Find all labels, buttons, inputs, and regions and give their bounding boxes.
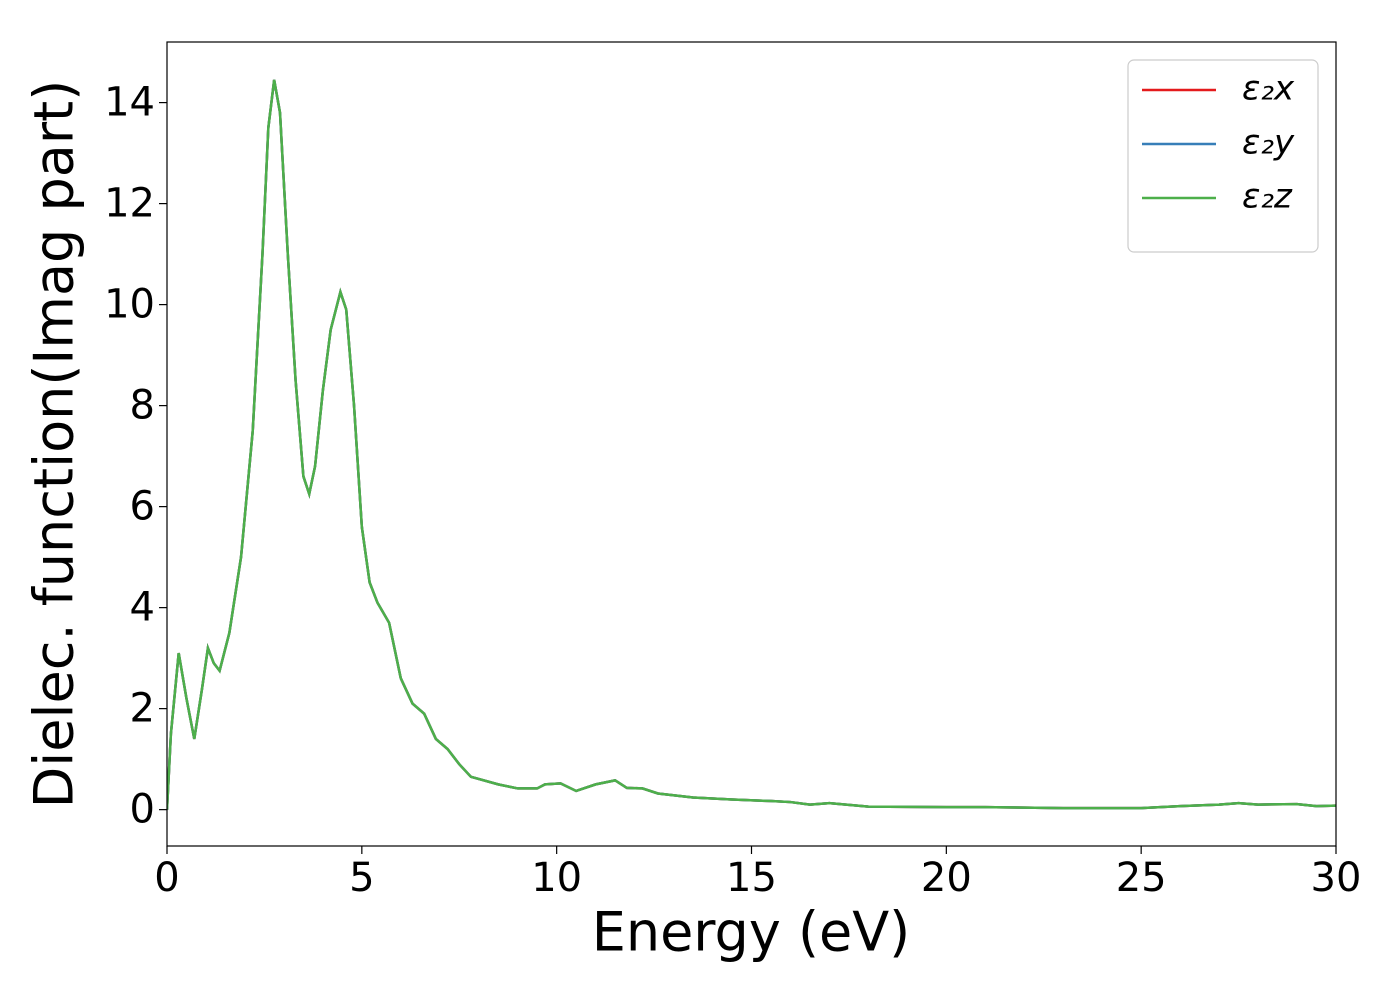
y-tick-label: 6: [130, 484, 155, 530]
legend-box: [1127, 59, 1319, 253]
legend-label: ε₂z: [1242, 177, 1293, 217]
y-tick-label: 14: [104, 80, 155, 126]
x-axis-label: Energy (eV): [592, 901, 911, 964]
x-tick-label: 20: [921, 855, 972, 901]
legend-label: ε₂y: [1242, 123, 1295, 163]
x-tick-label: 10: [531, 855, 582, 901]
x-tick-label: 25: [1116, 855, 1167, 901]
y-tick-label: 0: [130, 787, 155, 833]
y-tick-label: 4: [130, 585, 155, 631]
plot-frame: [166, 41, 1337, 847]
y-tick-label: 10: [104, 282, 155, 328]
legend-label: ε₂x: [1242, 69, 1295, 109]
y-tick-label: 2: [130, 686, 155, 732]
series-line: [167, 79, 1336, 810]
y-tick-label: 8: [130, 383, 155, 429]
y-tick-label: 12: [104, 181, 155, 227]
y-axis-label: Dielec. function(Imag part): [23, 80, 86, 809]
x-tick-label: 15: [726, 855, 777, 901]
x-tick-label: 5: [349, 855, 374, 901]
x-tick-label: 0: [154, 855, 179, 901]
x-tick-label: 30: [1311, 855, 1362, 901]
